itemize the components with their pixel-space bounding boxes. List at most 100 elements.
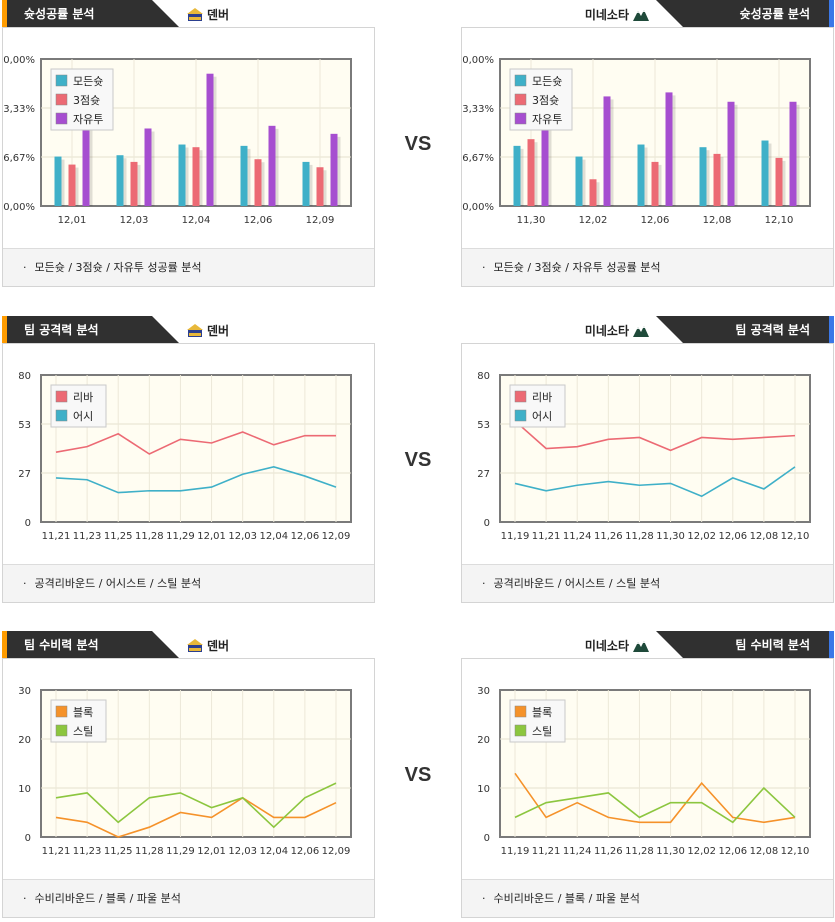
panel-header: 미네소타 팀 수비력 분석 bbox=[461, 631, 834, 659]
x-tick-label: 12,01 bbox=[58, 215, 87, 226]
team-label: 덴버 bbox=[187, 322, 229, 339]
x-tick-label: 12,09 bbox=[306, 215, 335, 226]
x-tick-label: 12,01 bbox=[197, 846, 226, 857]
x-tick-label: 12,08 bbox=[750, 531, 779, 542]
bar bbox=[178, 144, 186, 206]
y-tick-label: 0 bbox=[484, 833, 490, 844]
x-tick-label: 12,10 bbox=[781, 531, 810, 542]
legend-swatch bbox=[55, 705, 68, 718]
legend-swatch bbox=[55, 112, 68, 125]
bar bbox=[54, 156, 62, 206]
legend-swatch bbox=[514, 409, 527, 422]
x-tick-label: 12,10 bbox=[765, 215, 794, 226]
y-tick-label: 20 bbox=[477, 735, 490, 746]
chart-footer: · 수비리바운드 / 블록 / 파울 분석 bbox=[462, 879, 833, 917]
team-label: 덴버 bbox=[187, 6, 229, 23]
panel-header: 슛성공률 분석 덴버 bbox=[2, 0, 375, 28]
x-tick-label: 11,29 bbox=[166, 846, 195, 857]
legend-swatch bbox=[514, 112, 527, 125]
minnesota-logo-icon bbox=[633, 325, 649, 337]
bar bbox=[541, 119, 549, 206]
bar bbox=[699, 147, 707, 206]
legend-swatch bbox=[55, 93, 68, 106]
legend-swatch bbox=[55, 724, 68, 737]
x-tick-label: 12,06 bbox=[291, 531, 320, 542]
y-tick-label: 53 bbox=[18, 420, 31, 431]
chart-footer: · 모든슛 / 3점슛 / 자유투 성공률 분석 bbox=[3, 248, 374, 286]
panel-title-tab: 슛성공률 분석 bbox=[2, 0, 180, 28]
bar bbox=[665, 92, 673, 206]
bar bbox=[761, 140, 769, 206]
x-tick-label: 12,06 bbox=[244, 215, 273, 226]
panel-header: 팀 수비력 분석 덴버 bbox=[2, 631, 375, 659]
vs-label: VS bbox=[404, 764, 432, 786]
y-tick-label: 80 bbox=[18, 371, 31, 382]
series-line bbox=[514, 786, 796, 824]
team-label: 미네소타 bbox=[585, 322, 649, 339]
legend-swatch bbox=[55, 409, 68, 422]
y-tick-label: 0 bbox=[484, 518, 490, 529]
legend-label: 리바 bbox=[73, 391, 93, 404]
chart-card: 0 10 20 30 11,21 11,23 11,25 11,28 11,29 12,01 12,… bbox=[2, 658, 375, 918]
x-tick-label: 11,26 bbox=[594, 846, 623, 857]
legend-label: 어시 bbox=[532, 410, 552, 423]
x-tick-label: 11,19 bbox=[501, 531, 530, 542]
bar bbox=[240, 145, 248, 206]
section-0-right-panel: 미네소타 슛성공률 분석 0,00% 36,67% 73,33% 110,00% 11,… bbox=[461, 0, 834, 287]
x-tick-label: 12,02 bbox=[687, 846, 716, 857]
x-tick-label: 11,30 bbox=[517, 215, 546, 226]
team-label: 미네소타 bbox=[585, 637, 649, 654]
minnesota-logo-icon bbox=[633, 640, 649, 652]
x-tick-label: 12,02 bbox=[687, 531, 716, 542]
panel-title-tab: 슛성공률 분석 bbox=[656, 0, 834, 28]
x-tick-label: 11,30 bbox=[656, 846, 685, 857]
section-2-right-panel: 미네소타 팀 수비력 분석 0 10 20 30 11,19 11,21 11,24 11,2… bbox=[461, 631, 834, 918]
bar bbox=[713, 153, 721, 206]
legend-label: 리바 bbox=[532, 391, 552, 404]
x-tick-label: 11,26 bbox=[594, 531, 623, 542]
y-tick-label: 20 bbox=[18, 735, 31, 746]
x-tick-label: 11,21 bbox=[532, 846, 561, 857]
legend-swatch bbox=[514, 705, 527, 718]
bar bbox=[637, 144, 645, 206]
x-tick-label: 12,03 bbox=[228, 846, 257, 857]
series-line bbox=[514, 466, 796, 498]
y-tick-label: 110,00% bbox=[3, 55, 35, 66]
panel-title-tab: 팀 공격력 분석 bbox=[656, 316, 834, 344]
x-tick-label: 12,09 bbox=[322, 846, 351, 857]
footer-text: 공격리바운드 / 어시스트 / 스틸 분석 bbox=[34, 577, 202, 590]
chart-footer: · 공격리바운드 / 어시스트 / 스틸 분석 bbox=[462, 564, 833, 602]
bar bbox=[727, 101, 735, 206]
chart-footer: · 모든슛 / 3점슛 / 자유투 성공률 분석 bbox=[462, 248, 833, 286]
x-tick-label: 12,08 bbox=[750, 846, 779, 857]
bullet: · bbox=[482, 261, 486, 274]
x-tick-label: 12,03 bbox=[120, 215, 149, 226]
y-tick-label: 10 bbox=[18, 784, 31, 795]
bar bbox=[575, 156, 583, 206]
chart-card: 0 10 20 30 11,19 11,21 11,24 11,26 11,28 11,30 12,… bbox=[461, 658, 834, 918]
bar bbox=[206, 73, 214, 206]
legend-swatch bbox=[514, 390, 527, 403]
vs-label: VS bbox=[404, 449, 432, 471]
y-tick-label: 0 bbox=[25, 833, 31, 844]
panel-title-tab: 팀 공격력 분석 bbox=[2, 316, 180, 344]
team-label: 미네소타 bbox=[585, 6, 649, 23]
footer-text: 수비리바운드 / 블록 / 파울 분석 bbox=[493, 892, 640, 905]
legend-label: 블록 bbox=[532, 706, 552, 719]
chart-footer: · 수비리바운드 / 블록 / 파울 분석 bbox=[3, 879, 374, 917]
team-name: 덴버 bbox=[207, 639, 230, 653]
x-tick-label: 11,25 bbox=[104, 846, 133, 857]
y-tick-label: 110,00% bbox=[462, 55, 494, 66]
bar bbox=[589, 179, 597, 206]
bar bbox=[254, 159, 262, 206]
x-tick-label: 12,06 bbox=[641, 215, 670, 226]
bar bbox=[651, 161, 659, 206]
legend-swatch bbox=[514, 74, 527, 87]
footer-text: 모든슛 / 3점슛 / 자유투 성공률 분석 bbox=[34, 261, 202, 274]
section-2-left-panel: 팀 수비력 분석 덴버 0 10 20 30 11,21 11,23 11,25 11,28 1… bbox=[2, 631, 375, 918]
panel-header: 팀 공격력 분석 덴버 bbox=[2, 316, 375, 344]
bar bbox=[513, 145, 521, 206]
team-label: 덴버 bbox=[187, 637, 229, 654]
x-tick-label: 11,21 bbox=[42, 846, 71, 857]
bar bbox=[302, 161, 310, 206]
